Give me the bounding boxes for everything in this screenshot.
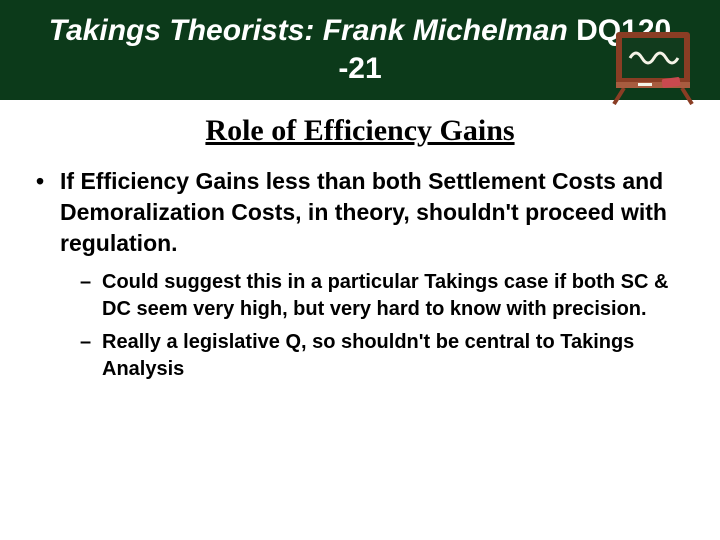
slide-subtitle: Role of Efficiency Gains xyxy=(205,114,514,147)
slide-header: Takings Theorists: Frank Michelman DQ120… xyxy=(0,0,720,100)
subtitle-container: Role of Efficiency Gains xyxy=(0,114,720,148)
chalkboard-icon xyxy=(610,30,700,105)
main-bullet-list: If Efficiency Gains less than both Settl… xyxy=(40,166,696,383)
header-title-italic: Takings Theorists: Frank Michelman xyxy=(49,14,568,47)
bullet-sub: Really a legislative Q, so shouldn't be … xyxy=(80,329,696,383)
header-title-line2: -21 xyxy=(338,49,381,88)
sub-bullet-list: Could suggest this in a particular Takin… xyxy=(80,269,696,383)
content-area: If Efficiency Gains less than both Settl… xyxy=(0,166,720,383)
bullet-main: If Efficiency Gains less than both Settl… xyxy=(40,166,696,383)
bullet-sub: Could suggest this in a particular Takin… xyxy=(80,269,696,323)
bullet-sub-text: Could suggest this in a particular Takin… xyxy=(102,271,668,320)
bullet-sub-text: Really a legislative Q, so shouldn't be … xyxy=(102,331,634,380)
bullet-main-text: If Efficiency Gains less than both Settl… xyxy=(60,168,667,256)
